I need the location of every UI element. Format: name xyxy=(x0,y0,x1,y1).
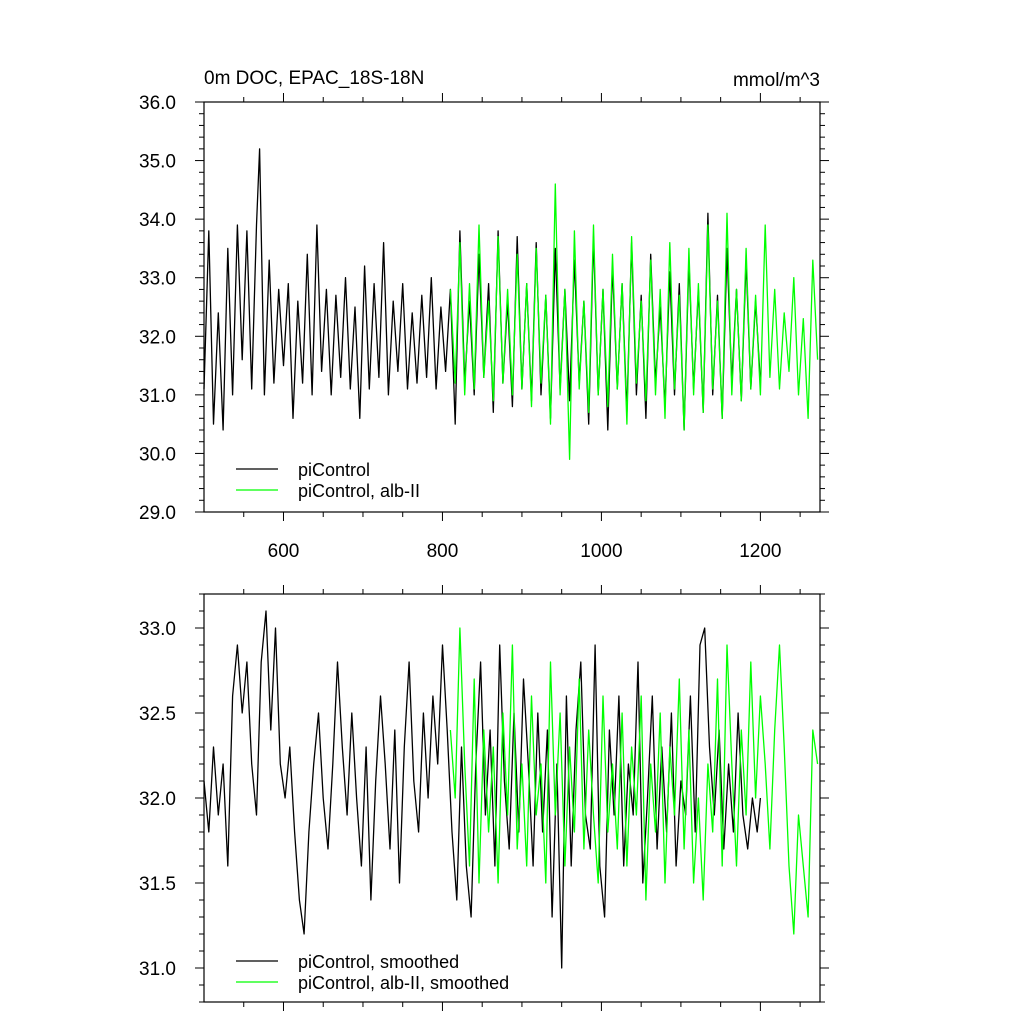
legend-label-picontrol-smoothed: piControl, smoothed xyxy=(298,952,459,972)
y-tick-label: 31.5 xyxy=(139,874,176,895)
plot-lines xyxy=(203,610,819,969)
y-tick-label: 35.0 xyxy=(139,152,176,173)
y-tick-label: 31.0 xyxy=(139,959,176,980)
y-tick-label: 33.0 xyxy=(139,269,176,290)
x-tick-label: 600 xyxy=(268,541,300,562)
y-tick-label: 32.0 xyxy=(139,789,176,810)
x-tick-label: 1000 xyxy=(580,541,622,562)
y-tick-label: 31.0 xyxy=(139,386,176,407)
y-tick-label: 36.0 xyxy=(139,93,176,114)
legend: piControl, smoothed piControl, alb-II, s… xyxy=(236,952,509,993)
axis-ticks xyxy=(195,93,829,521)
legend-label-alb-smoothed: piControl, alb-II, smoothed xyxy=(298,973,509,993)
x-tick-labels: 600 800 1000 1200 xyxy=(268,541,782,562)
chart-title: 0m DOC, EPAC_18S-18N xyxy=(204,68,424,89)
series-line-0-0 xyxy=(203,148,762,431)
series-line-0-1 xyxy=(449,183,819,460)
series-line-1-1 xyxy=(449,627,819,935)
plot-frame xyxy=(203,101,821,513)
y-tick-labels: 29.0 30.0 31.0 32.0 33.0 34.0 35.0 36.0 xyxy=(139,93,176,524)
legend-label-alb: piControl, alb-II xyxy=(298,481,420,501)
axis-ticks xyxy=(195,585,829,1011)
legend: piControl piControl, alb-II xyxy=(236,460,420,501)
y-tick-labels: 31.0 31.5 32.0 32.5 33.0 xyxy=(139,619,176,980)
y-tick-label: 30.0 xyxy=(139,444,176,465)
x-tick-label: 800 xyxy=(427,541,459,562)
y-tick-label: 29.0 xyxy=(139,503,176,524)
x-tick-label: 1200 xyxy=(739,541,781,562)
panel-top: 0m DOC, EPAC_18S-18N mmol/m^3 29.0 30.0 31… xyxy=(139,68,829,562)
plot-lines xyxy=(203,148,819,460)
legend-label-picontrol: piControl xyxy=(298,460,370,480)
y-tick-label: 34.0 xyxy=(139,210,176,231)
y-tick-label: 32.0 xyxy=(139,327,176,348)
units-label: mmol/m^3 xyxy=(733,70,820,91)
y-tick-label: 32.5 xyxy=(139,704,176,725)
panel-bottom: 31.0 31.5 32.0 32.5 33.0 piControl, smoothed… xyxy=(139,585,829,1011)
y-tick-label: 33.0 xyxy=(139,619,176,640)
